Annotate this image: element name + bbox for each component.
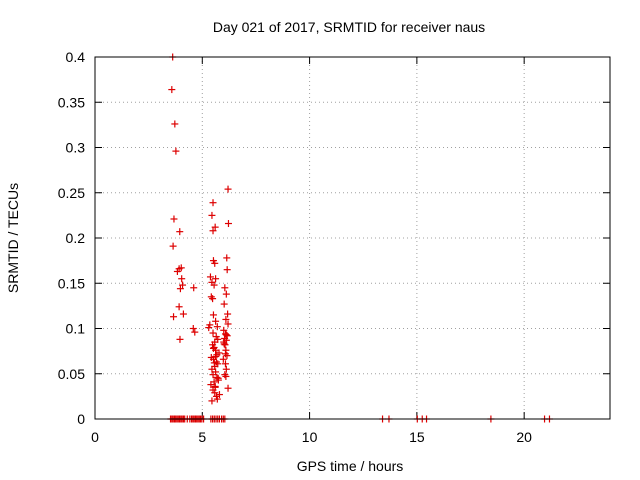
y-tick-label: 0.05 xyxy=(58,366,85,382)
data-point xyxy=(209,329,217,337)
data-point xyxy=(223,254,231,262)
data-point xyxy=(211,223,219,231)
data-point xyxy=(213,395,221,403)
data-point xyxy=(175,303,183,311)
data-point xyxy=(171,120,179,128)
data-point xyxy=(208,397,216,405)
data-point xyxy=(209,311,217,319)
data-point xyxy=(209,344,217,352)
data-point xyxy=(209,295,217,303)
data-point xyxy=(222,331,230,339)
data-point xyxy=(213,323,221,331)
y-tick-label: 0.4 xyxy=(66,49,86,65)
data-point xyxy=(208,211,216,219)
data-point xyxy=(210,359,218,367)
data-point xyxy=(220,340,228,348)
data-point xyxy=(212,275,220,283)
data-point xyxy=(190,284,198,292)
data-point xyxy=(172,147,180,155)
data-point xyxy=(179,310,187,318)
data-point xyxy=(212,317,220,325)
x-tick-label: 5 xyxy=(198,429,206,445)
data-point xyxy=(224,310,232,318)
y-axis-label: SRMTID / TECUs xyxy=(5,183,21,293)
data-point xyxy=(211,382,219,390)
data-point xyxy=(219,355,227,363)
data-point xyxy=(221,360,229,368)
y-tick-label: 0.35 xyxy=(58,94,85,110)
data-point xyxy=(176,285,184,293)
data-point xyxy=(170,215,178,223)
data-point xyxy=(221,284,229,292)
data-point xyxy=(211,389,219,397)
data-point xyxy=(211,259,219,267)
data-point xyxy=(168,86,176,94)
data-point xyxy=(222,365,230,373)
x-tick-label: 20 xyxy=(516,429,532,445)
data-point xyxy=(209,227,217,235)
grid-lines xyxy=(95,57,610,419)
data-point xyxy=(206,273,214,281)
data-point xyxy=(224,220,232,228)
x-tick-label: 0 xyxy=(91,429,99,445)
data-point xyxy=(223,352,231,360)
data-point xyxy=(208,365,216,373)
data-point xyxy=(222,315,230,323)
data-point xyxy=(178,275,186,283)
data-point xyxy=(223,266,231,274)
y-tick-label: 0.1 xyxy=(66,321,86,337)
data-point xyxy=(224,384,232,392)
data-point xyxy=(179,281,187,289)
data-point xyxy=(191,328,199,336)
data-point xyxy=(221,330,229,338)
chart-title: Day 021 of 2017, SRMTID for receiver nau… xyxy=(213,19,485,35)
plot-frame xyxy=(94,56,611,420)
data-point xyxy=(224,320,232,328)
data-point xyxy=(221,341,229,349)
data-point xyxy=(207,381,215,389)
data-point xyxy=(214,374,222,382)
data-point xyxy=(189,325,197,332)
data-point xyxy=(207,293,215,301)
data-point xyxy=(176,228,184,236)
data-point xyxy=(221,350,229,358)
data-point xyxy=(220,300,228,308)
y-tick-labels: 0 0.05 0.1 0.15 0.2 0.25 0.3 0.35 0.4 xyxy=(58,49,85,427)
data-point xyxy=(169,242,177,250)
data-point xyxy=(220,326,228,334)
data-point xyxy=(221,371,229,379)
x-tick-labels: 0 5 10 15 20 xyxy=(91,429,532,445)
data-point xyxy=(222,372,230,380)
data-point xyxy=(176,335,184,343)
y-tick-label: 0 xyxy=(77,411,85,427)
axis-ticks xyxy=(94,56,610,420)
data-point xyxy=(173,267,181,275)
data-point xyxy=(222,290,230,298)
data-point xyxy=(212,353,220,361)
x-tick-label: 15 xyxy=(409,429,425,445)
y-tick-label: 0.2 xyxy=(66,230,86,246)
x-tick-label: 10 xyxy=(302,429,318,445)
y-tick-label: 0.3 xyxy=(66,140,86,156)
data-point xyxy=(224,185,232,193)
y-tick-label: 0.15 xyxy=(58,275,85,291)
x-axis-label: GPS time / hours xyxy=(297,458,404,474)
y-tick-label: 0.25 xyxy=(58,185,85,201)
data-point xyxy=(209,199,217,207)
data-point xyxy=(170,313,178,321)
data-point xyxy=(205,324,213,332)
data-point xyxy=(209,371,217,379)
data-point xyxy=(210,281,218,289)
